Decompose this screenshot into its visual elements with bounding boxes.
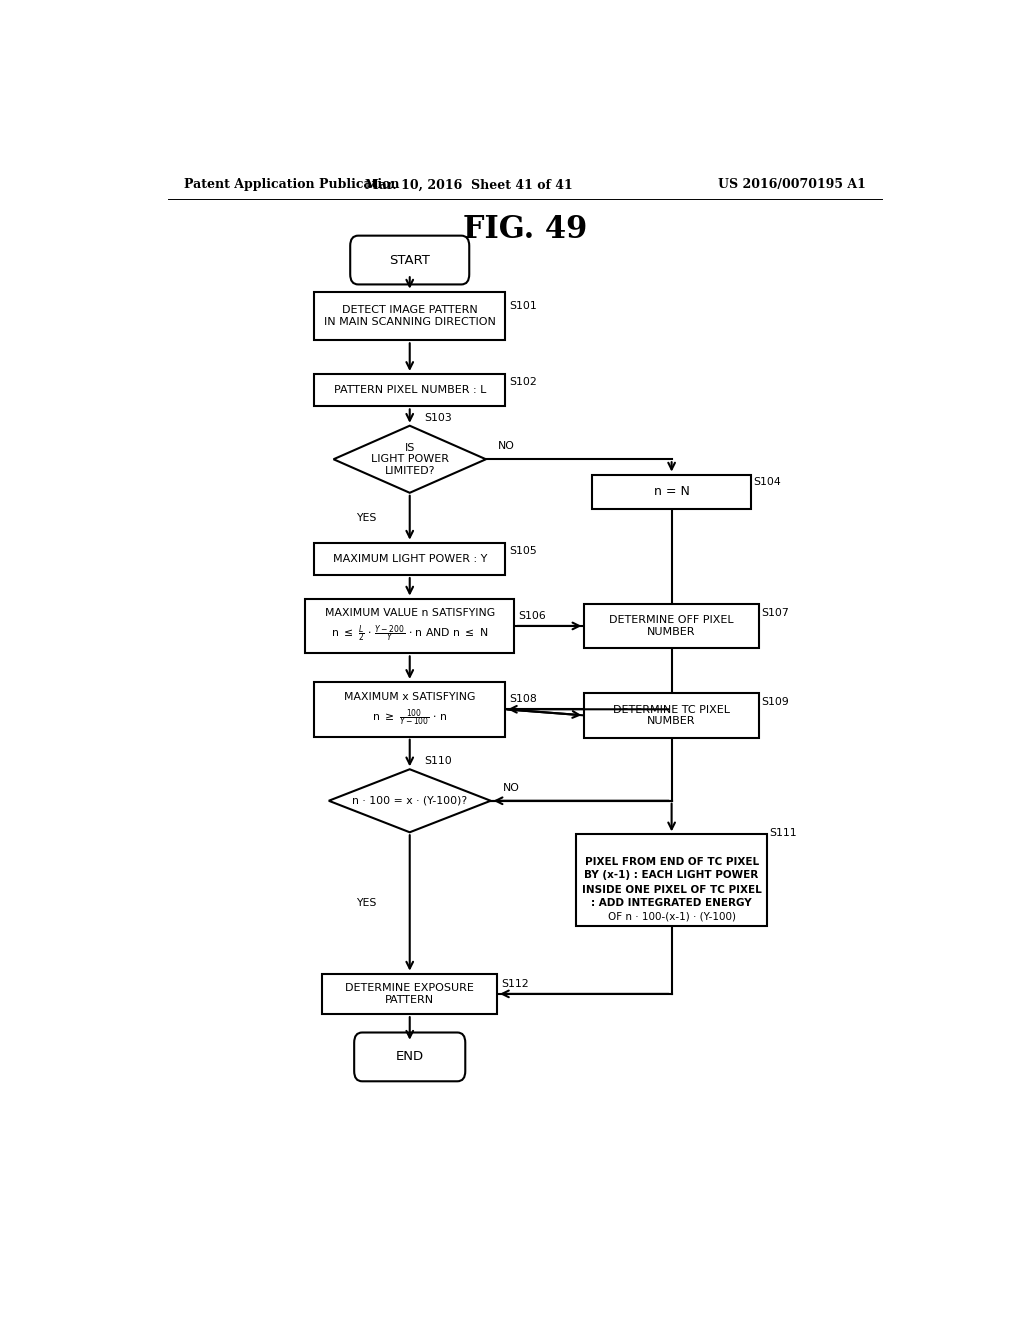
Text: S110: S110 [424,756,452,766]
Text: MAXIMUM x SATISFYING: MAXIMUM x SATISFYING [344,692,475,702]
Text: START: START [389,253,430,267]
Text: S112: S112 [501,979,528,989]
Bar [305,598,514,653]
Text: S103: S103 [424,413,452,422]
Text: DETERMINE OFF PIXEL
NUMBER: DETERMINE OFF PIXEL NUMBER [609,615,734,636]
Bar [592,474,751,510]
Text: NO: NO [503,783,519,792]
Text: PATTERN PIXEL NUMBER : L: PATTERN PIXEL NUMBER : L [334,385,486,395]
Bar [314,292,505,341]
Text: n = N: n = N [653,486,689,498]
Text: END: END [395,1051,424,1064]
Text: DETECT IMAGE PATTERN
IN MAIN SCANNING DIRECTION: DETECT IMAGE PATTERN IN MAIN SCANNING DI… [324,305,496,327]
Text: S105: S105 [509,545,537,556]
Bar [314,374,505,407]
Text: S102: S102 [509,378,537,387]
Text: S109: S109 [761,697,790,708]
Text: US 2016/0070195 A1: US 2016/0070195 A1 [718,178,866,191]
Text: S108: S108 [509,694,537,704]
Text: S111: S111 [769,829,797,838]
Polygon shape [334,426,486,492]
Bar [585,603,759,648]
Text: INSIDE ONE PIXEL OF TC PIXEL: INSIDE ONE PIXEL OF TC PIXEL [582,886,762,895]
Text: n $\leq$ $\frac{L}{2}$ $\cdot$ $\frac{Y-200}{Y}$ $\cdot$ n AND n $\leq$ N: n $\leq$ $\frac{L}{2}$ $\cdot$ $\frac{Y-… [331,623,488,644]
Text: Patent Application Publication: Patent Application Publication [183,178,399,191]
Text: DETERMINE TC PIXEL
NUMBER: DETERMINE TC PIXEL NUMBER [613,705,730,726]
Text: PIXEL FROM END OF TC PIXEL: PIXEL FROM END OF TC PIXEL [585,857,759,867]
Text: YES: YES [356,898,376,908]
Text: IS
LIGHT POWER
LIMITED?: IS LIGHT POWER LIMITED? [371,442,449,475]
Bar [323,974,497,1014]
Text: MAXIMUM LIGHT POWER : Y: MAXIMUM LIGHT POWER : Y [333,554,487,564]
Text: n $\geq$ $\frac{100}{Y-100}$ $\cdot$ n: n $\geq$ $\frac{100}{Y-100}$ $\cdot$ n [372,708,447,729]
Text: YES: YES [356,512,376,523]
Polygon shape [329,770,490,833]
Text: FIG. 49: FIG. 49 [463,214,587,246]
Bar [585,693,759,738]
Bar [577,834,767,925]
Text: S106: S106 [518,611,546,620]
Text: BY (x-1) : EACH LIGHT POWER: BY (x-1) : EACH LIGHT POWER [585,870,759,880]
Text: n · 100 = x · (Y-100)?: n · 100 = x · (Y-100)? [352,796,467,805]
FancyBboxPatch shape [354,1032,465,1081]
Bar [314,543,505,576]
Text: : ADD INTEGRATED ENERGY: : ADD INTEGRATED ENERGY [591,899,752,908]
Text: NO: NO [498,441,515,451]
FancyBboxPatch shape [350,236,469,284]
Text: S107: S107 [761,607,790,618]
Text: DETERMINE EXPOSURE
PATTERN: DETERMINE EXPOSURE PATTERN [345,983,474,1005]
Text: Mar. 10, 2016  Sheet 41 of 41: Mar. 10, 2016 Sheet 41 of 41 [366,178,573,191]
Bar [314,682,505,737]
Text: S101: S101 [509,301,537,312]
Text: OF n · 100-(x-1) · (Y-100): OF n · 100-(x-1) · (Y-100) [607,912,735,921]
Text: MAXIMUM VALUE n SATISFYING: MAXIMUM VALUE n SATISFYING [325,607,495,618]
Text: S104: S104 [754,477,781,487]
